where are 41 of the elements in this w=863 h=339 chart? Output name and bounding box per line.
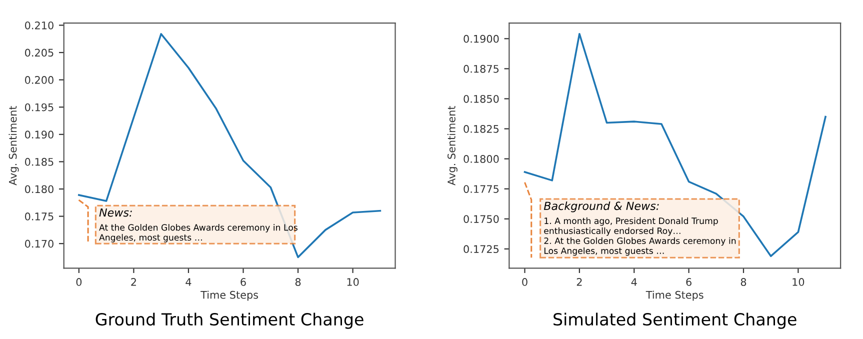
y-tick-label: 0.1725 <box>464 245 499 254</box>
annotation: News: <box>99 208 132 217</box>
y-tick-label: 0.180 <box>25 185 54 194</box>
line-series <box>78 33 382 258</box>
y-axis-title: Avg. Sentiment <box>447 106 458 186</box>
y-tick-label: 0.175 <box>25 212 54 220</box>
line-series <box>524 32 826 258</box>
y-tick-label: 0.195 <box>25 103 54 112</box>
x-tick-label: 10 <box>347 278 359 286</box>
x-axis-title: Time Steps <box>646 290 704 301</box>
x-tick-label: 6 <box>686 278 692 286</box>
x-tick-label: 2 <box>576 278 582 286</box>
y-tick-label: 0.1850 <box>464 94 499 103</box>
y-axis-title: Avg. Sentiment <box>8 106 19 186</box>
x-tick-label: 8 <box>295 278 301 286</box>
y-tick-label: 0.170 <box>25 240 54 248</box>
y-tick-label: 0.1775 <box>464 185 499 193</box>
y-tick-label: 0.1875 <box>464 64 499 73</box>
x-axis-title: Time Steps <box>200 290 258 301</box>
x-tick-label: 4 <box>186 278 192 286</box>
annotation: 1. A month ago, President Donald Trump enthusiastically endorsed Roy… 2. At the Golden Globes Awards ceremony in Los Angeles, most guests … <box>544 217 736 256</box>
y-tick-label: 0.1750 <box>464 215 499 223</box>
x-tick-label: 2 <box>131 278 136 286</box>
x-tick-label: 0 <box>522 278 528 286</box>
text: Ground Truth Sentiment Change <box>96 312 364 329</box>
y-tick-label: 0.205 <box>25 48 54 57</box>
y-tick-label: 0.210 <box>25 21 54 30</box>
x-tick-label: 10 <box>792 278 804 286</box>
y-tick-label: 0.1825 <box>464 125 499 133</box>
annotation: Background & News: <box>544 201 659 212</box>
y-tick-label: 0.185 <box>25 158 54 166</box>
x-tick-label: 8 <box>740 278 746 286</box>
y-tick-label: 0.190 <box>25 130 54 139</box>
y-tick-label: 0.1900 <box>464 34 499 43</box>
annotation: At the Golden Globes Awards ceremony in Los Angeles, most guests … <box>99 224 298 242</box>
text: Simulated Sentiment Change <box>554 312 796 329</box>
y-tick-label: 0.1800 <box>464 155 499 163</box>
x-tick-label: 4 <box>631 278 637 286</box>
x-tick-label: 0 <box>76 278 82 286</box>
x-tick-label: 6 <box>240 278 246 286</box>
y-tick-label: 0.200 <box>25 76 54 84</box>
